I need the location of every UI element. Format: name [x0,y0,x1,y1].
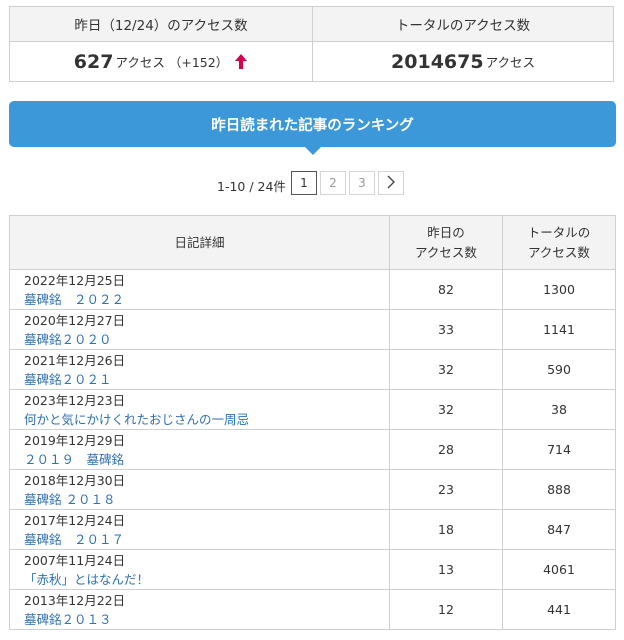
entry-cell: 2021年12月26日 墓碑銘２０２１ [9,349,390,390]
header-yesterday: 昨日の アクセス数 [389,215,503,270]
entry-cell: 2022年12月25日 墓碑銘 ２０２２ [9,269,390,310]
entry-date: 2023年12月23日 [24,392,126,408]
table-row: 2020年12月27日 墓碑銘２０２０ 33 1141 [9,309,616,350]
entry-cell: 2017年12月24日 墓碑銘 ２０１７ [9,509,390,550]
next-page-button[interactable] [378,171,404,195]
yesterday-access-value: 627 アクセス （+152） [10,42,313,81]
arrow-up-icon [234,53,248,70]
yesterday-count: 32 [389,349,503,390]
page-1-button[interactable]: 1 [291,171,317,195]
total-access-count: 2014675 [391,50,484,73]
yesterday-access-unit: アクセス [115,55,165,70]
ranking-table: 日記詳細 昨日の アクセス数 トータルの アクセス数 2022年12月25日 墓… [9,215,616,630]
page-3-button[interactable]: 3 [349,171,375,195]
yesterday-access-label: 昨日（12/24）のアクセス数 [10,7,313,42]
pagination: 1-10 / 24件 1 2 3 [0,171,624,197]
yesterday-access-diff: （+152） [168,55,229,70]
entry-title-link[interactable]: 墓碑銘２０２１ [24,371,112,387]
entry-date: 2018年12月30日 [24,472,126,488]
entry-cell: 2018年12月30日 墓碑銘 ２０１８ [9,469,390,510]
header-detail: 日記詳細 [9,215,390,270]
entry-cell: 2023年12月23日 何かと気にかけくれたおじさんの一周忌 [9,389,390,430]
table-row: 2021年12月26日 墓碑銘２０２１ 32 590 [9,349,616,390]
entry-date: 2017年12月24日 [24,512,126,528]
pagination-range: 1-10 / 24件 [217,179,286,194]
entry-date: 2007年11月24日 [24,552,126,568]
entry-cell: 2007年11月24日 「赤秋」とはなんだ！ [9,549,390,590]
total-access-unit: アクセス [485,55,535,70]
yesterday-count: 12 [389,589,503,630]
table-row: 2017年12月24日 墓碑銘 ２０１７ 18 847 [9,509,616,550]
table-row: 2022年12月25日 墓碑銘 ２０２２ 82 1300 [9,269,616,310]
entry-cell: 2020年12月27日 墓碑銘２０２０ [9,309,390,350]
entry-title-link[interactable]: ２０１９ 墓碑銘 [24,451,125,467]
entry-cell: 2013年12月22日 墓碑銘２０１３ [9,589,390,630]
page-2-button[interactable]: 2 [320,171,346,195]
entry-title-link[interactable]: 墓碑銘 ２０１７ [24,531,125,547]
yesterday-count: 23 [389,469,503,510]
header-total: トータルの アクセス数 [502,215,616,270]
entry-title-link[interactable]: 「赤秋」とはなんだ！ [24,571,150,587]
banner-pointer [305,147,321,155]
yesterday-count: 32 [389,389,503,430]
entry-title-link[interactable]: 墓碑銘 ２０１８ [24,491,116,507]
table-row: 2007年11月24日 「赤秋」とはなんだ！ 13 4061 [9,549,616,590]
yesterday-count: 18 [389,509,503,550]
total-count: 590 [502,349,616,390]
entry-title-link[interactable]: 何かと気にかけくれたおじさんの一周忌 [24,411,250,427]
yesterday-count: 28 [389,429,503,470]
entry-date: 2019年12月29日 [24,432,126,448]
entry-title-link[interactable]: 墓碑銘２０２０ [24,331,112,347]
ranking-header-row: 日記詳細 昨日の アクセス数 トータルの アクセス数 [9,215,616,270]
yesterday-count: 13 [389,549,503,590]
total-count: 888 [502,469,616,510]
entry-title-link[interactable]: 墓碑銘２０１３ [24,611,112,627]
entry-date: 2021年12月26日 [24,352,126,368]
yesterday-count: 33 [389,309,503,350]
entry-date: 2022年12月25日 [24,272,126,288]
entry-cell: 2019年12月29日 ２０１９ 墓碑銘 [9,429,390,470]
entry-title-link[interactable]: 墓碑銘 ２０２２ [24,291,125,307]
total-access-value: 2014675 アクセス [313,42,613,81]
entry-date: 2020年12月27日 [24,312,126,328]
chevron-right-icon [386,175,396,192]
table-row: 2023年12月23日 何かと気にかけくれたおじさんの一周忌 32 38 [9,389,616,430]
access-summary: 昨日（12/24）のアクセス数 トータルのアクセス数 627 アクセス （+15… [9,6,614,82]
header-total-line2: アクセス数 [528,244,590,260]
header-total-line1: トータルの [527,224,591,240]
total-count: 38 [502,389,616,430]
ranking-title-banner: 昨日読まれた記事のランキング [9,101,616,147]
table-row: 2013年12月22日 墓碑銘２０１３ 12 441 [9,589,616,630]
yesterday-access-count: 627 [73,50,114,73]
total-count: 714 [502,429,616,470]
yesterday-count: 82 [389,269,503,310]
total-count: 1141 [502,309,616,350]
total-count: 441 [502,589,616,630]
table-row: 2018年12月30日 墓碑銘 ２０１８ 23 888 [9,469,616,510]
total-count: 4061 [502,549,616,590]
entry-date: 2013年12月22日 [24,592,126,608]
total-count: 847 [502,509,616,550]
ranking-rows: 2022年12月25日 墓碑銘 ２０２２ 82 1300 2020年12月27日… [9,269,616,630]
total-count: 1300 [502,269,616,310]
table-row: 2019年12月29日 ２０１９ 墓碑銘 28 714 [9,429,616,470]
header-yesterday-line1: 昨日の [427,224,465,240]
header-yesterday-line2: アクセス数 [415,244,477,260]
total-access-label: トータルのアクセス数 [313,7,613,42]
